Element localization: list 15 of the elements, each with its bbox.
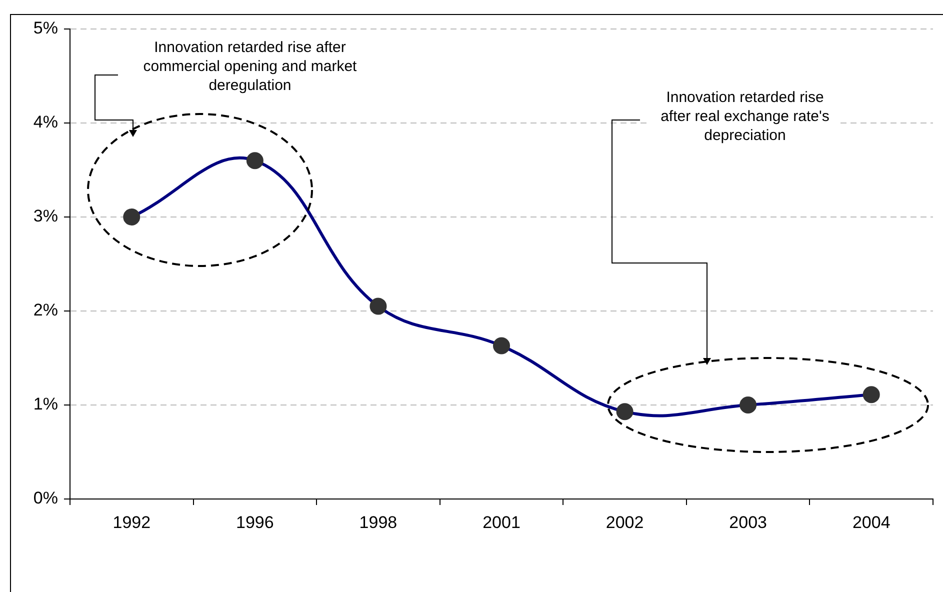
- y-tick-label: 0%: [33, 488, 58, 508]
- x-tick-label: 1992: [112, 512, 151, 532]
- x-tick-label: 1996: [236, 512, 274, 532]
- y-tick-label: 4%: [33, 112, 58, 132]
- x-tick-label: 1998: [359, 512, 398, 532]
- x-tick-label: 2003: [729, 512, 767, 532]
- x-tick-label: 2004: [852, 512, 890, 532]
- x-tick-label: 2002: [606, 512, 644, 532]
- y-tick-label: 5%: [33, 18, 58, 38]
- annotation: Innovation retarded rise after real exchange rate's depreciation: [650, 88, 840, 145]
- y-tick-label: 2%: [33, 300, 58, 320]
- annotation: Innovation retarded rise after commercial opening and market deregulation: [135, 38, 365, 95]
- x-tick-label: 2001: [482, 512, 520, 532]
- y-tick-label: 1%: [33, 394, 58, 414]
- y-tick-label: 3%: [33, 206, 58, 226]
